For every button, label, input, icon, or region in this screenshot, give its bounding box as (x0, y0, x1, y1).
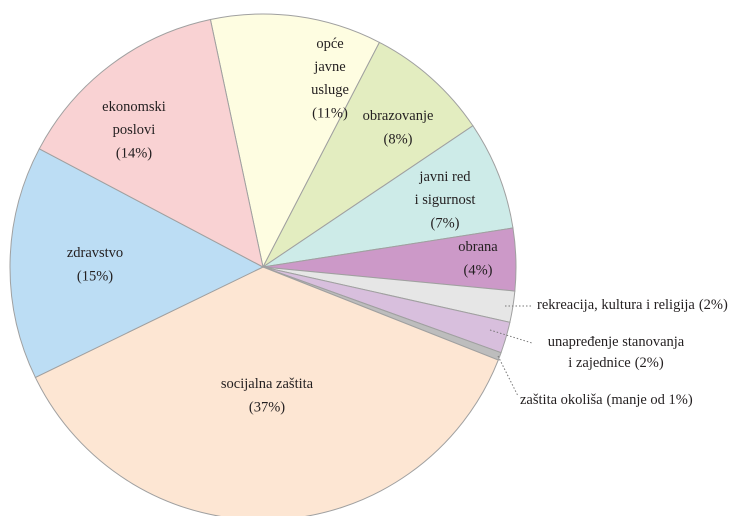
leader-line (497, 355, 519, 397)
slice-label: zaštita okoliša (manje od 1%) (520, 392, 693, 408)
category-name: javne (313, 59, 345, 75)
category-name: javni red (418, 169, 471, 185)
pie-slice (262, 125, 514, 268)
slice-label: poslovi (113, 122, 156, 138)
value-label: (2%) (699, 297, 728, 313)
category-name: rekreacija, kultura i religija (537, 297, 695, 313)
value-label: (14%) (116, 145, 152, 161)
value-label: (4%) (464, 262, 493, 278)
category-name: i sigurnost (415, 192, 476, 208)
category-name: i zajednice (568, 355, 630, 371)
slice-label: zdravstvo (67, 245, 123, 261)
value-label: (15%) (77, 268, 113, 284)
value-label: (7%) (431, 215, 460, 231)
category-name: socijalna zaštita (221, 376, 314, 392)
category-name: opće (316, 36, 343, 52)
category-name: poslovi (113, 122, 156, 138)
slice-label: unapređenje stanovanja (548, 334, 685, 350)
slice-label: socijalna zaštita (221, 376, 314, 392)
category-name: obrana (458, 239, 498, 255)
slice-label: usluge (311, 82, 349, 98)
category-name: zdravstvo (67, 245, 123, 261)
value-label: (11%) (312, 105, 348, 121)
slice-label: javne (313, 59, 345, 75)
value-label: (37%) (249, 399, 285, 415)
slice-label: rekreacija, kultura i religija (2%) (537, 297, 728, 313)
slice-label: javni red (418, 169, 471, 185)
value-label: (manje od 1%) (607, 392, 693, 408)
slice-label: obrana (458, 239, 498, 255)
slice-label: obrazovanje (363, 108, 434, 124)
slice-label: opće (316, 36, 343, 52)
leader-line (489, 329, 533, 344)
pie-slice (9, 148, 265, 379)
category-name: unapređenje stanovanja (548, 334, 685, 350)
category-name: zaštita okoliša (520, 392, 603, 408)
slice-label: ekonomski (102, 99, 166, 115)
pie-slice (262, 41, 474, 268)
category-name: obrazovanje (363, 108, 434, 124)
pie-slice (209, 13, 381, 269)
value-label: (8%) (384, 131, 413, 147)
category-name: usluge (311, 82, 349, 98)
slice-label: i zajednice (2%) (568, 355, 664, 371)
pie-slice (34, 266, 499, 516)
slice-label: i sigurnost (415, 192, 476, 208)
pie-slice (38, 18, 264, 268)
value-label: (2%) (635, 355, 664, 371)
category-name: ekonomski (102, 99, 166, 115)
